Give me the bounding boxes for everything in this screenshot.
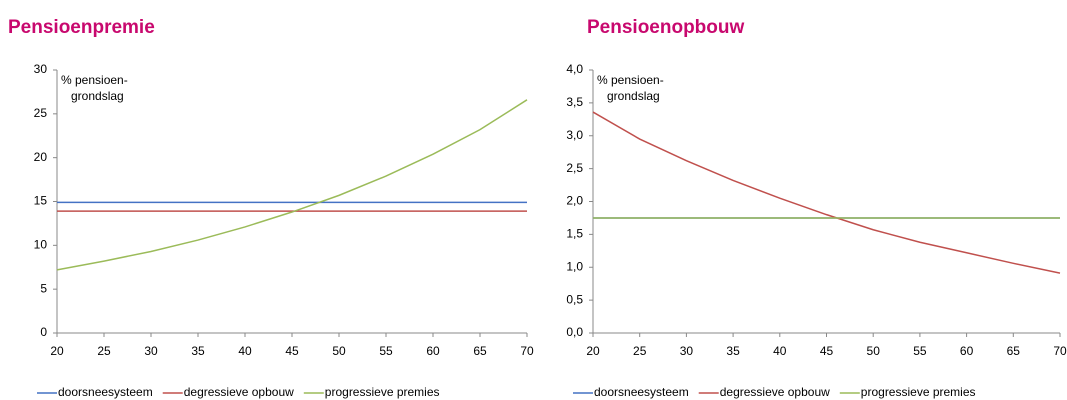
axis-annotation: % pensioen-	[61, 73, 128, 87]
legend-label: degressieve opbouw	[184, 385, 294, 399]
x-tick-label: 40	[238, 344, 252, 358]
x-tick-label: 60	[426, 344, 440, 358]
x-tick-label: 65	[1007, 344, 1021, 358]
y-tick-label: 10	[34, 238, 48, 252]
x-tick-label: 40	[773, 344, 787, 358]
y-tick-label: 3,5	[566, 95, 583, 109]
axis-annotation: grondslag	[71, 89, 124, 103]
series-line	[592, 111, 1061, 274]
y-tick-label: 2,0	[566, 194, 583, 208]
legend-label: degressieve opbouw	[720, 385, 830, 399]
x-tick-label: 30	[144, 344, 158, 358]
x-tick-label: 50	[867, 344, 881, 358]
y-tick-label: 0,0	[566, 325, 583, 339]
legend-label: doorsneesysteem	[58, 385, 153, 399]
x-tick-label: 60	[960, 344, 974, 358]
x-tick-label: 30	[680, 344, 694, 358]
y-tick-label: 3,0	[566, 128, 583, 142]
x-tick-label: 35	[726, 344, 740, 358]
legend-label: progressieve premies	[325, 385, 440, 399]
y-tick-label: 5	[40, 281, 47, 295]
y-tick-label: 0,5	[566, 292, 583, 306]
y-tick-label: 1,0	[566, 259, 583, 273]
x-tick-label: 55	[379, 344, 393, 358]
legend-label: progressieve premies	[861, 385, 976, 399]
x-tick-label: 70	[1053, 344, 1067, 358]
x-tick-label: 45	[820, 344, 834, 358]
x-tick-label: 20	[586, 344, 600, 358]
y-tick-label: 1,5	[566, 227, 583, 241]
y-tick-label: 20	[34, 150, 48, 164]
x-tick-label: 45	[285, 344, 299, 358]
x-tick-label: 35	[191, 344, 205, 358]
x-tick-label: 70	[520, 344, 534, 358]
y-tick-label: 2,5	[566, 161, 583, 175]
y-tick-label: 4,0	[566, 62, 583, 76]
x-tick-label: 50	[332, 344, 346, 358]
x-tick-label: 25	[97, 344, 111, 358]
x-tick-label: 20	[50, 344, 64, 358]
legend-label: doorsneesysteem	[594, 385, 689, 399]
x-tick-label: 65	[473, 344, 487, 358]
y-tick-label: 15	[34, 194, 48, 208]
axis-annotation: % pensioen-	[597, 73, 664, 87]
series-line	[56, 99, 528, 271]
x-tick-label: 25	[633, 344, 647, 358]
x-tick-label: 55	[913, 344, 927, 358]
chart-title: Pensioenopbouw	[587, 17, 745, 38]
y-tick-label: 30	[34, 62, 48, 76]
axis-annotation: grondslag	[607, 89, 660, 103]
y-tick-label: 25	[34, 106, 48, 120]
chart-title: Pensioenpremie	[8, 17, 155, 38]
y-tick-label: 0	[40, 325, 47, 339]
